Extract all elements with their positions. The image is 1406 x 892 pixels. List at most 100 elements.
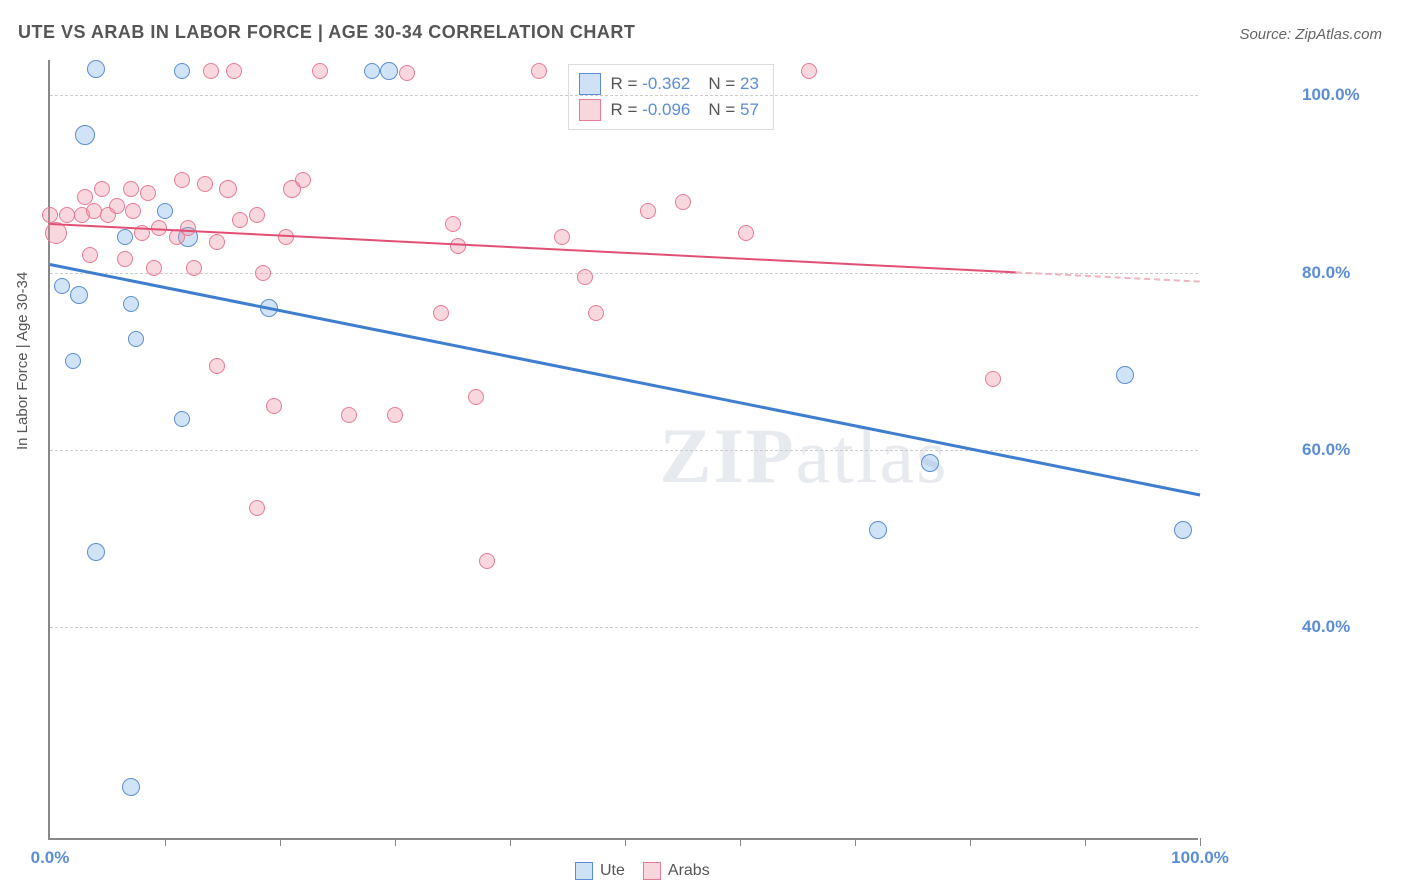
ute-point: [75, 125, 95, 145]
ute-swatch-icon: [579, 73, 601, 95]
ute-point: [87, 543, 105, 561]
arab-point: [801, 63, 817, 79]
x-tick: [395, 838, 396, 846]
x-tick: [740, 838, 741, 846]
arab-point: [209, 358, 225, 374]
chart-title: UTE VS ARAB IN LABOR FORCE | AGE 30-34 C…: [18, 22, 635, 43]
arab-point: [109, 198, 125, 214]
arab-point: [255, 265, 271, 281]
arab-point: [341, 407, 357, 423]
correlation-chart: UTE VS ARAB IN LABOR FORCE | AGE 30-34 C…: [0, 0, 1406, 892]
arab-point: [125, 203, 141, 219]
x-tick-label: 0.0%: [31, 848, 70, 868]
arab-point: [209, 234, 225, 250]
arab-point: [554, 229, 570, 245]
stats-legend: R = -0.362 N = 23 R = -0.096 N = 57: [568, 64, 774, 130]
arab-point: [985, 371, 1001, 387]
legend-item-arab: Arabs: [643, 862, 710, 880]
stat-r: R = -0.096: [611, 100, 691, 120]
arab-point: [399, 65, 415, 81]
ute-point: [174, 411, 190, 427]
source-attribution: Source: ZipAtlas.com: [1239, 26, 1382, 43]
legend-item-ute: Ute: [575, 862, 625, 880]
arab-point: [186, 260, 202, 276]
arab-point: [226, 63, 242, 79]
ute-point: [1174, 521, 1192, 539]
x-tick: [1085, 838, 1086, 846]
arab-point: [675, 194, 691, 210]
arab-point: [433, 305, 449, 321]
arab-point: [312, 63, 328, 79]
series-legend: Ute Arabs: [575, 862, 710, 880]
arab-point: [445, 216, 461, 232]
y-axis-label: In Labor Force | Age 30-34: [14, 272, 31, 450]
arab-point: [140, 185, 156, 201]
ute-point: [364, 63, 380, 79]
arab-point: [197, 176, 213, 192]
ute-point: [174, 63, 190, 79]
arab-point: [180, 220, 196, 236]
ute-point: [128, 331, 144, 347]
stat-r: R = -0.362: [611, 74, 691, 94]
arab-point: [249, 500, 265, 516]
ute-point: [54, 278, 70, 294]
arab-point: [232, 212, 248, 228]
ute-swatch-icon: [575, 862, 593, 880]
arab-point: [174, 172, 190, 188]
ute-point: [65, 353, 81, 369]
x-tick: [970, 838, 971, 846]
gridline: [50, 627, 1198, 628]
arab-point: [42, 207, 58, 223]
arab-point: [278, 229, 294, 245]
arab-swatch-icon: [579, 99, 601, 121]
stat-n: N = 23: [708, 74, 759, 94]
gridline: [50, 450, 1198, 451]
legend-label: Ute: [600, 862, 625, 880]
x-tick: [280, 838, 281, 846]
arab-point: [531, 63, 547, 79]
x-tick: [1200, 838, 1201, 846]
arab-point: [219, 180, 237, 198]
arab-point: [450, 238, 466, 254]
legend-label: Arabs: [668, 862, 710, 880]
x-tick-label: 100.0%: [1171, 848, 1229, 868]
ute-point: [122, 778, 140, 796]
ute-point: [157, 203, 173, 219]
arab-point: [468, 389, 484, 405]
ute-point: [87, 60, 105, 78]
ute-trendline: [50, 264, 1200, 494]
stat-n: N = 57: [708, 100, 759, 120]
y-tick-label: 40.0%: [1302, 617, 1382, 637]
arab-point: [123, 181, 139, 197]
arab-point: [479, 553, 495, 569]
arab-point: [117, 251, 133, 267]
arab-point: [59, 207, 75, 223]
ute-point: [117, 229, 133, 245]
ute-point: [869, 521, 887, 539]
arab-point: [82, 247, 98, 263]
arab-point: [94, 181, 110, 197]
arab-point: [577, 269, 593, 285]
ute-point: [380, 62, 398, 80]
arab-point: [266, 398, 282, 414]
arab-swatch-icon: [643, 862, 661, 880]
stats-legend-row: R = -0.362 N = 23: [579, 71, 759, 97]
arab-point: [387, 407, 403, 423]
plot-area: ZIPatlas R = -0.362 N = 23 R = -0.096 N = 5…: [48, 60, 1198, 840]
y-tick-label: 80.0%: [1302, 263, 1382, 283]
arab-point: [588, 305, 604, 321]
y-tick-label: 100.0%: [1302, 85, 1382, 105]
arab-point: [249, 207, 265, 223]
x-tick: [510, 838, 511, 846]
ute-point: [123, 296, 139, 312]
ute-point: [1116, 366, 1134, 384]
stats-legend-row: R = -0.096 N = 57: [579, 97, 759, 123]
arab-point: [295, 172, 311, 188]
watermark: ZIPatlas: [660, 411, 949, 501]
arab-point: [738, 225, 754, 241]
y-tick-label: 60.0%: [1302, 440, 1382, 460]
x-tick: [165, 838, 166, 846]
arab-point: [146, 260, 162, 276]
x-tick: [855, 838, 856, 846]
ute-point: [921, 454, 939, 472]
